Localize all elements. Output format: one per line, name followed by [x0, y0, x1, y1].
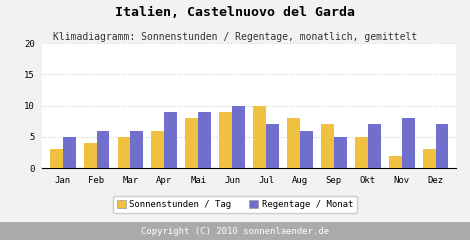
Text: Italien, Castelnuovo del Garda: Italien, Castelnuovo del Garda: [115, 6, 355, 19]
Bar: [423, 149, 436, 168]
Legend: Sonnenstunden / Tag, Regentage / Monat: Sonnenstunden / Tag, Regentage / Monat: [113, 197, 357, 213]
Bar: [84, 143, 96, 168]
Bar: [198, 112, 211, 168]
Bar: [219, 112, 232, 168]
Bar: [368, 124, 381, 168]
Bar: [96, 131, 110, 168]
Bar: [402, 118, 415, 168]
Text: Klimadiagramm: Sonnenstunden / Regentage, monatlich, gemittelt: Klimadiagramm: Sonnenstunden / Regentage…: [53, 32, 417, 42]
Bar: [334, 137, 347, 168]
Bar: [164, 112, 177, 168]
Bar: [389, 156, 402, 168]
Bar: [50, 149, 63, 168]
Bar: [436, 124, 448, 168]
Text: Copyright (C) 2010 sonnenlaender.de: Copyright (C) 2010 sonnenlaender.de: [141, 227, 329, 235]
Bar: [355, 137, 368, 168]
Bar: [131, 131, 143, 168]
Bar: [151, 131, 164, 168]
Bar: [232, 106, 245, 168]
Bar: [253, 106, 266, 168]
Bar: [63, 137, 76, 168]
Bar: [287, 118, 300, 168]
Bar: [321, 124, 334, 168]
Bar: [118, 137, 131, 168]
Bar: [300, 131, 313, 168]
Bar: [185, 118, 198, 168]
Bar: [266, 124, 279, 168]
